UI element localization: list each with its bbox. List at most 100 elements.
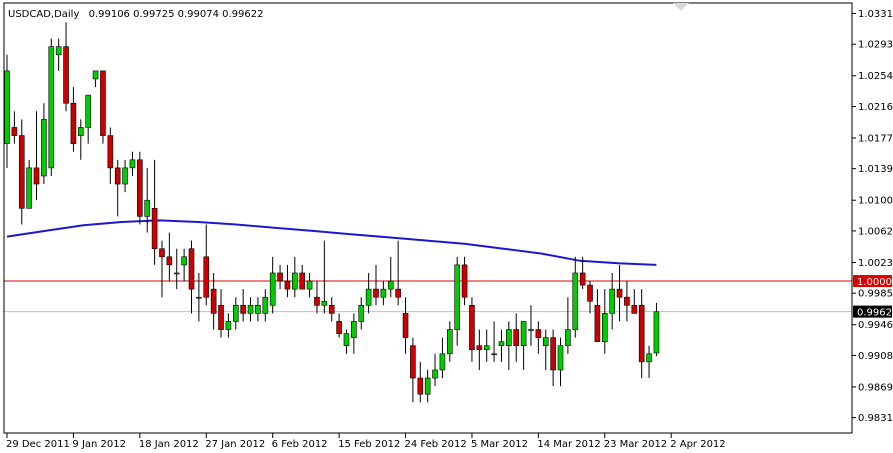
candle: [63, 22, 69, 112]
candle-body: [114, 167, 121, 185]
candle-body: [159, 248, 165, 258]
candle-body: [306, 280, 313, 290]
candle-body: [48, 46, 55, 169]
candle: [520, 321, 527, 370]
candle: [454, 256, 460, 346]
candle-body: [321, 300, 328, 306]
candle-body: [343, 333, 350, 347]
candle: [166, 232, 173, 282]
price-tick-label: 1.01770: [858, 133, 893, 144]
candle: [410, 337, 416, 403]
candle-body: [225, 321, 232, 330]
candle-body: [351, 321, 357, 338]
candle: [469, 297, 475, 362]
candle: [373, 264, 379, 306]
price-tick-label: 1.02160: [858, 102, 893, 113]
candle: [151, 159, 158, 265]
symbol-label: USDCAD,Daily: [8, 9, 79, 20]
candle: [498, 329, 505, 362]
candle-body: [203, 256, 210, 298]
level-label-box: [853, 275, 892, 288]
candle: [129, 151, 136, 176]
price-tick-label: 1.02930: [858, 40, 893, 51]
candle-body: [506, 329, 512, 347]
candle-body: [100, 70, 106, 136]
candle-body: [107, 135, 114, 169]
candle: [653, 302, 660, 357]
candle-body: [151, 208, 158, 250]
time-tick-label: 27 Jan 2012: [205, 439, 265, 450]
candle: [78, 119, 84, 160]
candle-body: [63, 46, 69, 104]
candle-body: [210, 288, 217, 314]
candle-body: [240, 304, 246, 314]
candle-body: [469, 304, 475, 351]
candle-body: [587, 284, 593, 302]
candle-body: [446, 329, 453, 355]
moving-average-group: [6, 219, 657, 266]
candle-body: [55, 46, 62, 56]
candle-body: [387, 280, 394, 290]
candle: [609, 272, 615, 330]
candle: [572, 256, 579, 338]
candle: [328, 297, 335, 322]
candle-body: [624, 296, 630, 306]
candle: [483, 329, 490, 362]
candle-body: [336, 321, 342, 334]
candle: [314, 281, 320, 314]
candle: [247, 297, 254, 322]
candle: [55, 38, 62, 71]
candle-body: [358, 304, 365, 322]
candle: [343, 329, 350, 354]
candle-body: [26, 167, 32, 209]
candle-body: [262, 296, 269, 314]
candle: [506, 321, 512, 370]
candle: [513, 313, 520, 362]
candle: [26, 159, 32, 209]
time-tick-label: 23 Mar 2012: [604, 439, 667, 450]
candle: [70, 87, 77, 152]
candle-body: [269, 272, 276, 306]
candle-body: [122, 167, 128, 185]
candle: [277, 264, 283, 290]
candle: [395, 240, 401, 306]
candle: [461, 256, 468, 306]
candle-body: [417, 377, 424, 395]
time-tick-label: 2 Apr 2012: [670, 439, 725, 450]
candle-body: [402, 313, 409, 338]
one-click-trade-icon[interactable]: [673, 3, 689, 11]
candle-body: [277, 272, 283, 282]
candle-body: [232, 304, 239, 322]
candle-body: [4, 70, 10, 144]
candle-body: [292, 272, 298, 290]
candle-body: [41, 119, 47, 177]
candle: [33, 111, 40, 201]
candle: [188, 240, 195, 314]
candle-body: [70, 102, 77, 144]
candle: [218, 289, 224, 338]
candle: [203, 224, 210, 306]
plot-border: [3, 2, 853, 434]
candle-body: [653, 311, 660, 354]
candle: [380, 281, 387, 306]
candle: [587, 281, 593, 314]
candle-body: [579, 272, 586, 286]
chart-header: USDCAD,Daily 0.99106 0.99725 0.99074 0.9…: [8, 9, 264, 20]
candle: [624, 281, 630, 322]
candle: [417, 361, 424, 403]
candle-body: [188, 248, 195, 290]
candle-body: [299, 272, 306, 290]
candle: [579, 256, 586, 290]
candle: [358, 297, 365, 330]
candle: [284, 264, 291, 298]
candle-body: [550, 337, 556, 371]
candle-body: [535, 329, 542, 338]
candle-body: [609, 288, 615, 314]
candle: [240, 289, 246, 322]
candle: [299, 264, 306, 290]
candle: [528, 305, 534, 346]
time-tick-label: 24 Feb 2012: [405, 439, 467, 450]
